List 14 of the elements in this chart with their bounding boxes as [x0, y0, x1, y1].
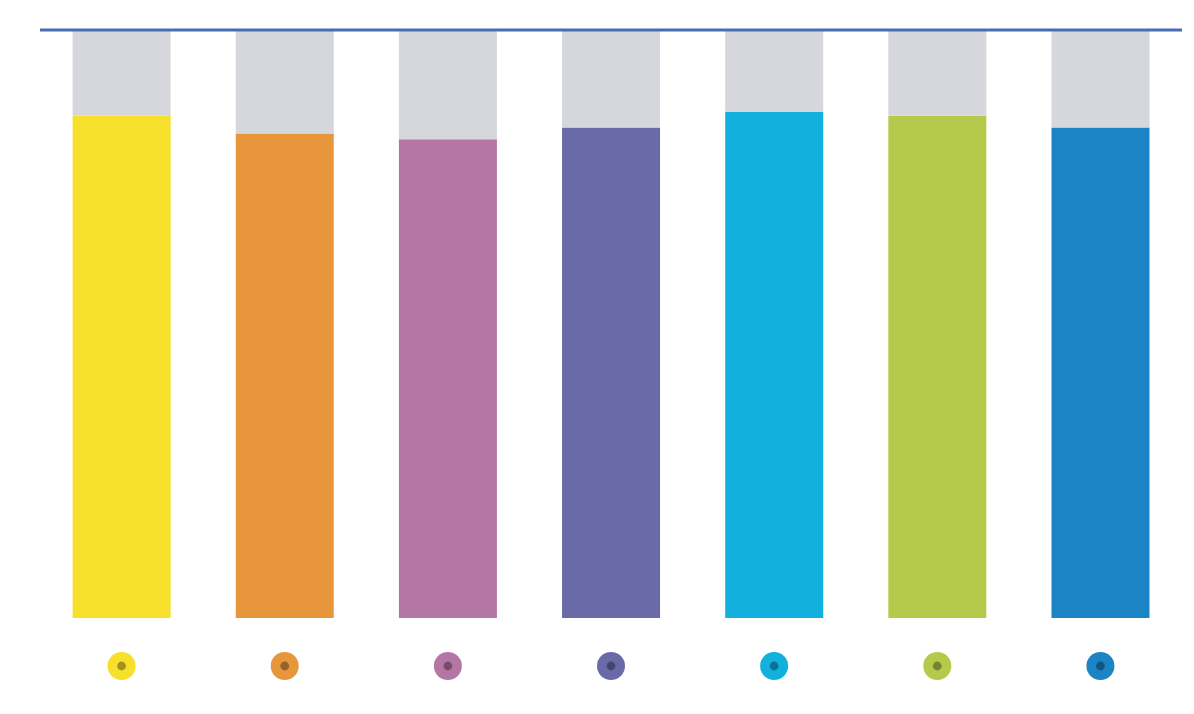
bar	[1051, 30, 1150, 128]
bar	[72, 30, 171, 116]
bar	[72, 115, 171, 618]
bar	[725, 30, 824, 112]
bar	[398, 139, 497, 618]
bar	[725, 111, 824, 618]
bar	[562, 127, 661, 618]
bar	[562, 30, 661, 128]
bar	[888, 115, 987, 618]
bar	[398, 30, 497, 140]
bar	[1051, 127, 1150, 618]
bar	[888, 30, 987, 116]
bar	[235, 133, 334, 618]
bar	[235, 30, 334, 134]
